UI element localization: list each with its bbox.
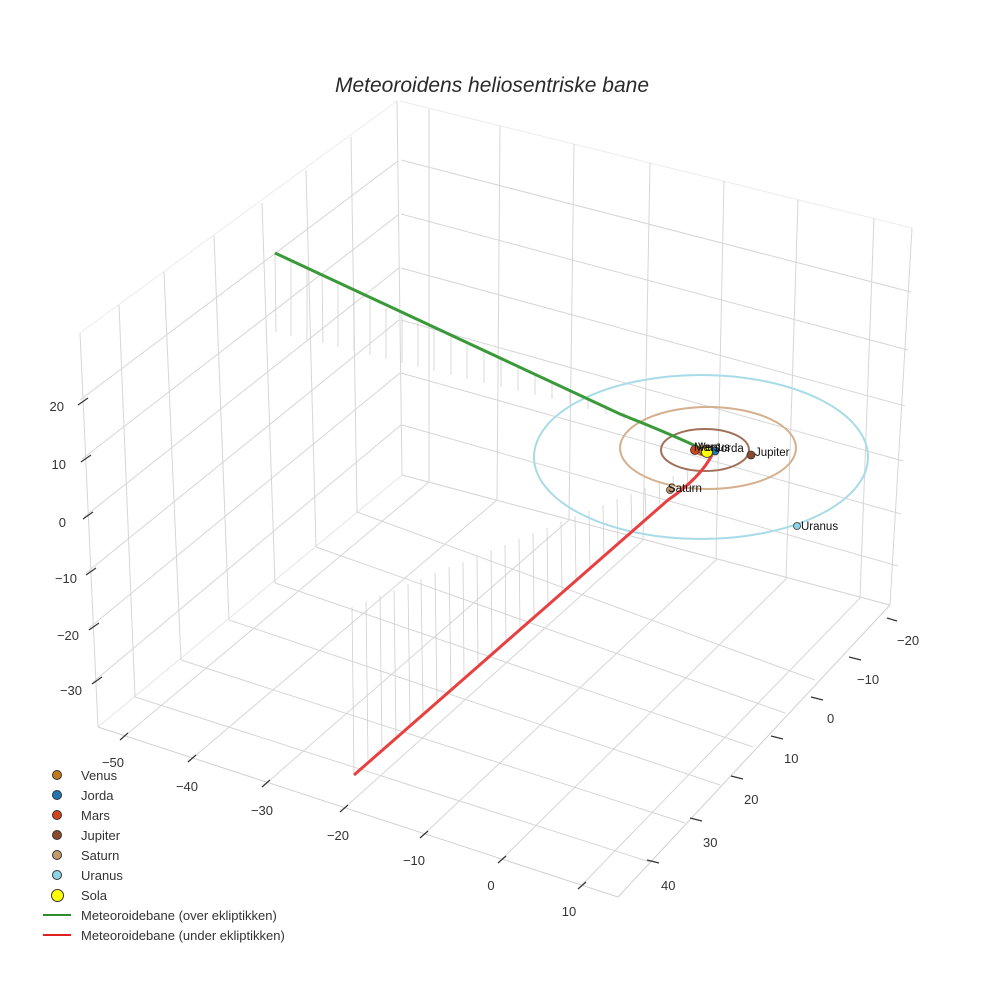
svg-text:Uranus: Uranus — [801, 521, 838, 533]
legend-label: Jorda — [81, 787, 114, 803]
saturn-orbit — [619, 406, 797, 490]
svg-text:−10: −10 — [403, 853, 425, 868]
sun-dot-icon — [40, 885, 74, 905]
legend: Venus Jorda Mars Jupiter Saturn Uranus S… — [40, 765, 285, 945]
svg-text:−20: −20 — [897, 633, 919, 648]
trajectory-below-ecliptic[interactable] — [353, 454, 714, 777]
svg-text:10: 10 — [784, 751, 798, 766]
svg-text:20: 20 — [744, 792, 758, 807]
jupiter-orbit — [660, 428, 750, 472]
svg-text:−10: −10 — [55, 571, 77, 586]
svg-text:−50: −50 — [102, 755, 124, 770]
svg-text:30: 30 — [703, 835, 717, 850]
planet-orbits — [533, 374, 869, 540]
axis-tick-marks — [77, 397, 898, 890]
grid-lines — [79, 100, 913, 898]
legend-label: Mars — [81, 807, 110, 823]
legend-item-saturn[interactable]: Saturn — [40, 845, 285, 865]
svg-text:20: 20 — [50, 399, 64, 414]
venus-dot-icon — [40, 765, 74, 785]
red-line-icon — [40, 925, 74, 945]
svg-text:10: 10 — [562, 904, 576, 919]
x-axis-tick-labels: −50 −40 −30 −20 −10 0 10 — [102, 755, 576, 919]
uranus-dot-icon — [40, 865, 74, 885]
svg-text:0: 0 — [487, 878, 494, 893]
y-axis-tick-labels: −20 −10 0 10 20 30 40 — [661, 633, 919, 893]
legend-item-venus[interactable]: Venus — [40, 765, 285, 785]
legend-label: Meteoroidebane (under ekliptikken) — [81, 927, 285, 943]
svg-text:−10: −10 — [857, 672, 879, 687]
svg-text:−30: −30 — [251, 803, 273, 818]
legend-item-sola[interactable]: Sola — [40, 885, 285, 905]
jupiter-marker — [746, 450, 756, 460]
uranus-orbit — [533, 374, 869, 540]
legend-item-mars[interactable]: Mars — [40, 805, 285, 825]
legend-item-jupiter[interactable]: Jupiter — [40, 825, 285, 845]
svg-text:40: 40 — [661, 878, 675, 893]
legend-label: Saturn — [81, 847, 120, 863]
svg-text:Jupiter: Jupiter — [755, 447, 790, 459]
svg-text:Jorda: Jorda — [715, 443, 744, 455]
svg-text:Mars: Mars — [694, 442, 720, 454]
mars-dot-icon — [40, 805, 74, 825]
legend-label: Uranus — [81, 867, 123, 883]
svg-text:10: 10 — [52, 457, 66, 472]
sun-marker — [701, 446, 713, 458]
legend-item-uranus[interactable]: Uranus — [40, 865, 285, 885]
legend-label: Venus — [81, 767, 118, 783]
z-axis-tick-labels: 20 10 0 −10 −20 −30 — [50, 399, 82, 698]
saturn-marker — [666, 486, 674, 494]
svg-text:0: 0 — [827, 711, 834, 726]
legend-item-jorda[interactable]: Jorda — [40, 785, 285, 805]
uranus-marker — [793, 522, 801, 530]
legend-label: Jupiter — [81, 827, 121, 843]
legend-label: Meteoroidebane (over ekliptikken) — [81, 907, 277, 923]
svg-text:−40: −40 — [176, 779, 198, 794]
legend-item-trajectory-below[interactable]: Meteoroidebane (under ekliptikken) — [40, 925, 285, 945]
jorda-dot-icon — [40, 785, 74, 805]
svg-text:0: 0 — [59, 515, 66, 530]
planet-labels: Mars Venus Jorda Jupiter Saturn Uranus — [668, 442, 838, 533]
svg-text:Saturn: Saturn — [668, 483, 702, 495]
green-line-icon — [40, 905, 74, 925]
svg-text:Venus: Venus — [698, 442, 730, 454]
svg-text:−30: −30 — [60, 683, 82, 698]
chart-title: Meteoroidens heliosentriske bane — [334, 74, 650, 97]
saturn-dot-icon — [40, 845, 74, 865]
drop-lines-below — [351, 469, 689, 774]
planet-markers[interactable] — [666, 445, 801, 530]
svg-text:−20: −20 — [327, 828, 349, 843]
legend-item-trajectory-above[interactable]: Meteoroidebane (over ekliptikken) — [40, 905, 285, 925]
legend-label: Sola — [81, 887, 108, 903]
jupiter-dot-icon — [40, 825, 74, 845]
svg-text:−20: −20 — [57, 628, 79, 643]
